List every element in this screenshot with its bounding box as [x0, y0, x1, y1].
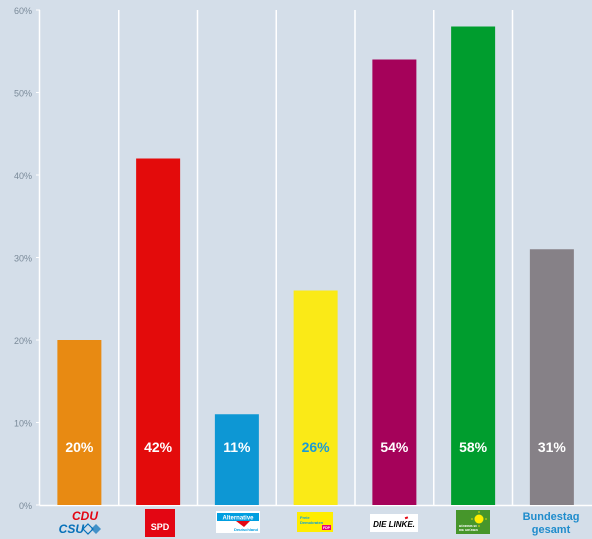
logo-afd-line1: Alternative: [222, 516, 254, 522]
y-tick-label: 50%: [14, 89, 32, 99]
bar-value-label: 58%: [459, 439, 488, 455]
logo-afd: Alternative Deutschland: [216, 511, 260, 533]
bar-value-label: 20%: [65, 439, 94, 455]
y-tick-label: 0%: [19, 501, 32, 511]
logo-fdp-line1: Freie: [300, 515, 310, 520]
bar-2: [214, 414, 259, 505]
bar-4: [372, 59, 417, 505]
bar-value-label: 31%: [538, 439, 567, 455]
logo-fdp-tag: FDP: [323, 526, 331, 530]
logo-csu-text: CSU: [59, 522, 85, 536]
bar-0: [57, 340, 102, 505]
logo-cdu-csu: CDU CSU: [54, 508, 108, 536]
logo-gruene-line2: DIE GRÜNEN: [459, 527, 478, 532]
bar-value-label: 11%: [223, 439, 251, 455]
bar-6: [529, 249, 574, 505]
bundestag-label-line2: gesamt: [531, 524, 571, 536]
logo-gruene-line1: BÜNDNIS 90: [459, 523, 477, 528]
y-tick-label: 20%: [14, 336, 32, 346]
bar-value-label: 42%: [144, 439, 173, 455]
logo-fdp-line2: Demokraten: [300, 520, 324, 525]
y-tick-label: 40%: [14, 171, 32, 181]
y-tick-label: 30%: [14, 254, 32, 264]
logo-gruene: BÜNDNIS 90 DIE GRÜNEN: [456, 510, 490, 534]
bundestag-label-line1: Bundestag: [522, 511, 580, 523]
bar-3: [293, 290, 338, 505]
bar-value-label: 54%: [380, 439, 409, 455]
logo-spd: SPD: [145, 509, 175, 537]
logo-linke-text: DIE LINKE.: [373, 520, 415, 529]
bar-5: [451, 26, 496, 505]
logo-spd-text: SPD: [151, 522, 170, 532]
bar-1: [136, 158, 181, 505]
logo-bundestag: Bundestag gesamt: [513, 510, 589, 538]
logo-fdp: Freie Demokraten FDP: [297, 512, 333, 532]
bar-value-label: 26%: [302, 439, 331, 455]
logo-afd-line2: Deutschland: [234, 527, 259, 532]
y-tick-label: 10%: [14, 419, 32, 429]
logo-cdu-text: CDU: [72, 509, 98, 523]
y-tick-label: 60%: [14, 6, 32, 16]
logo-die-linke: DIE LINKE.: [370, 514, 418, 532]
